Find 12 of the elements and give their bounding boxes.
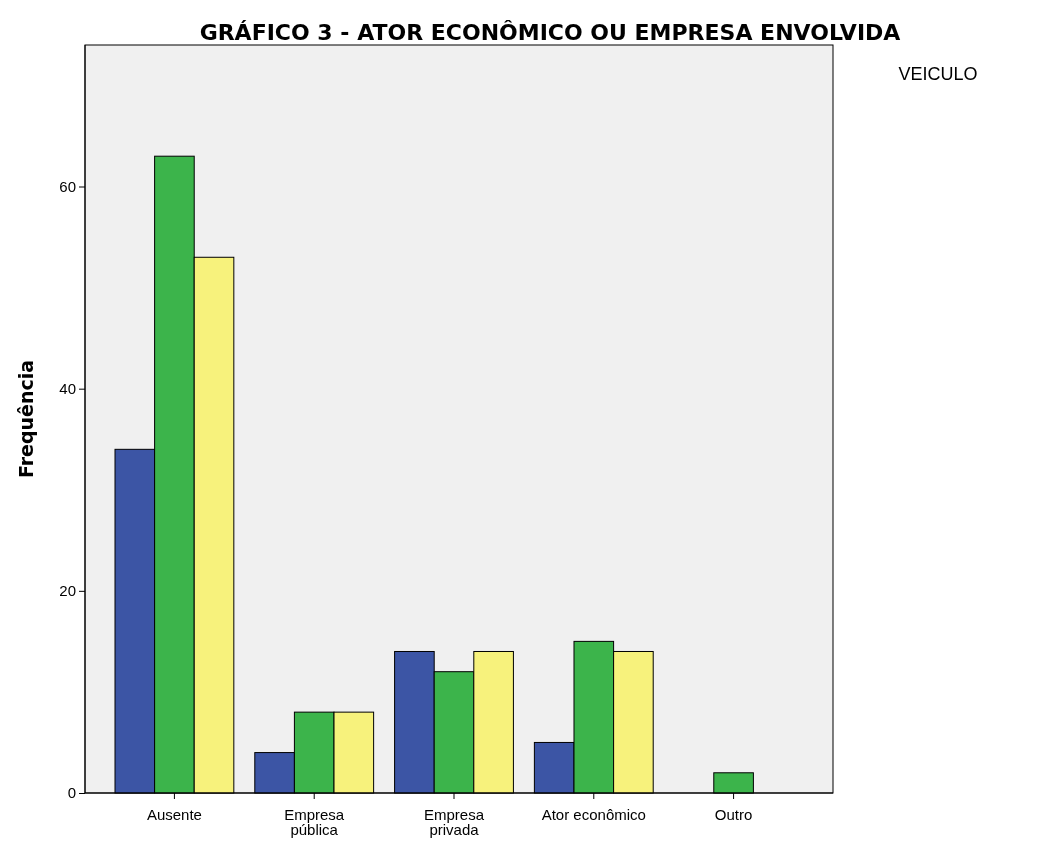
- x-tick-label: Outro: [714, 806, 753, 823]
- x-tick-label: Empresa pública: [284, 806, 345, 838]
- y-tick-label: 0: [67, 784, 76, 802]
- x-tick-label: Ator econômico: [541, 806, 646, 823]
- y-axis-title: Frequência: [15, 359, 37, 479]
- y-tick-label: 40: [59, 379, 76, 397]
- y-tick-label: 60: [59, 177, 76, 195]
- y-tick-label: 20: [59, 582, 76, 600]
- chart-title: GRÁFICO 3 - ATOR ECONÔMICO OU EMPRESA ENVOLVIDA: [199, 20, 901, 45]
- x-tick-label: Ausente: [146, 806, 202, 823]
- x-tick-label: Empresa privada: [423, 806, 485, 838]
- legend-title: VEICULO: [898, 64, 978, 84]
